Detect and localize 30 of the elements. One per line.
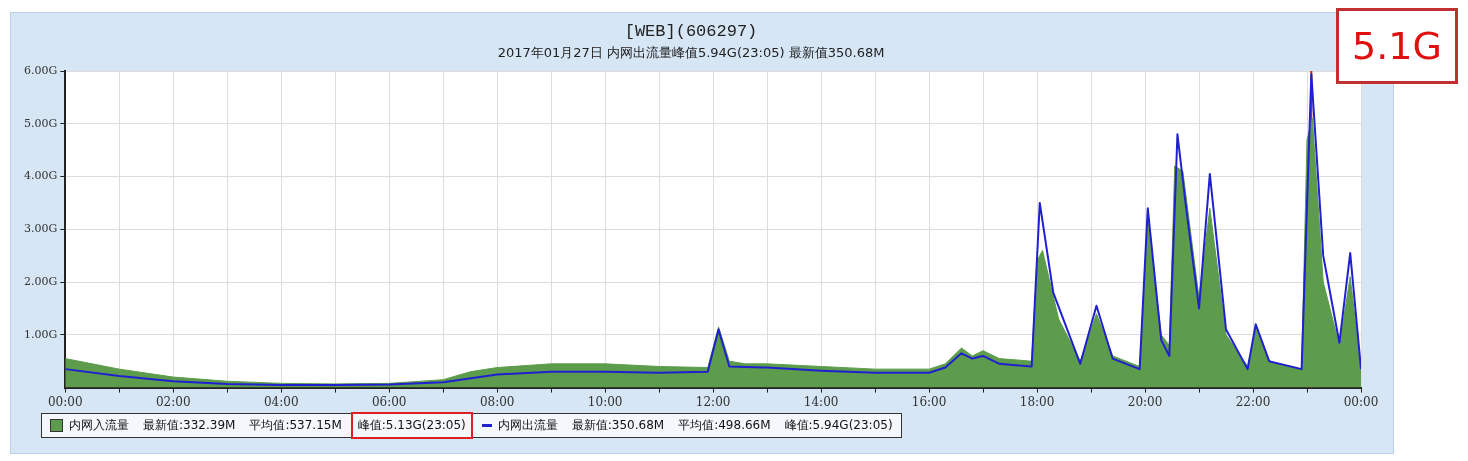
text: 最新值:350.68M bbox=[571, 417, 665, 434]
legend-label: 内网入流量 bbox=[69, 417, 129, 434]
y-tick-label: 2.00G bbox=[24, 274, 58, 288]
text: 平均值:537.15M bbox=[249, 417, 342, 434]
text: 平均值:498.66M bbox=[678, 417, 771, 434]
x-tick-label: 06:00 bbox=[371, 394, 407, 409]
x-tick-label: 14:00 bbox=[803, 394, 839, 409]
chart-subtitle: 2017年01月27日 内网出流量峰值5.94G(23:05) 最新值350.68M bbox=[497, 44, 885, 60]
x-tick-label: 22:00 bbox=[1235, 394, 1271, 409]
y-tick-label: 5.00G bbox=[24, 116, 58, 130]
x-tick-label: 16:00 bbox=[911, 394, 947, 409]
y-tick-label: 6.00G bbox=[24, 63, 58, 77]
x-tick-label: 08:00 bbox=[479, 394, 515, 409]
x-tick-label: 00:00 bbox=[47, 394, 83, 409]
x-tick-label: 12:00 bbox=[695, 394, 731, 409]
text: 峰值:5.94G(23:05) bbox=[784, 417, 893, 434]
chart-title: [WEB](606297) bbox=[624, 21, 758, 41]
x-tick-label: 18:00 bbox=[1019, 394, 1055, 409]
y-tick-label: 4.00G bbox=[24, 169, 58, 183]
y-tick-label: 1.00G bbox=[24, 327, 58, 341]
x-tick-label: 04:00 bbox=[263, 394, 299, 409]
text: 最新值:332.39M bbox=[143, 417, 236, 434]
text: 峰值:5.13G(23:05) bbox=[355, 417, 468, 434]
y-tick-label: 3.00G bbox=[24, 222, 58, 236]
text: 5.1G bbox=[1336, 8, 1458, 84]
x-tick-label: 20:00 bbox=[1127, 394, 1163, 409]
x-tick-label: 00:00 bbox=[1343, 394, 1379, 409]
x-tick-label: 02:00 bbox=[155, 394, 191, 409]
legend-label: 内网出流量 bbox=[497, 417, 558, 434]
x-tick-label: 10:00 bbox=[587, 394, 623, 409]
